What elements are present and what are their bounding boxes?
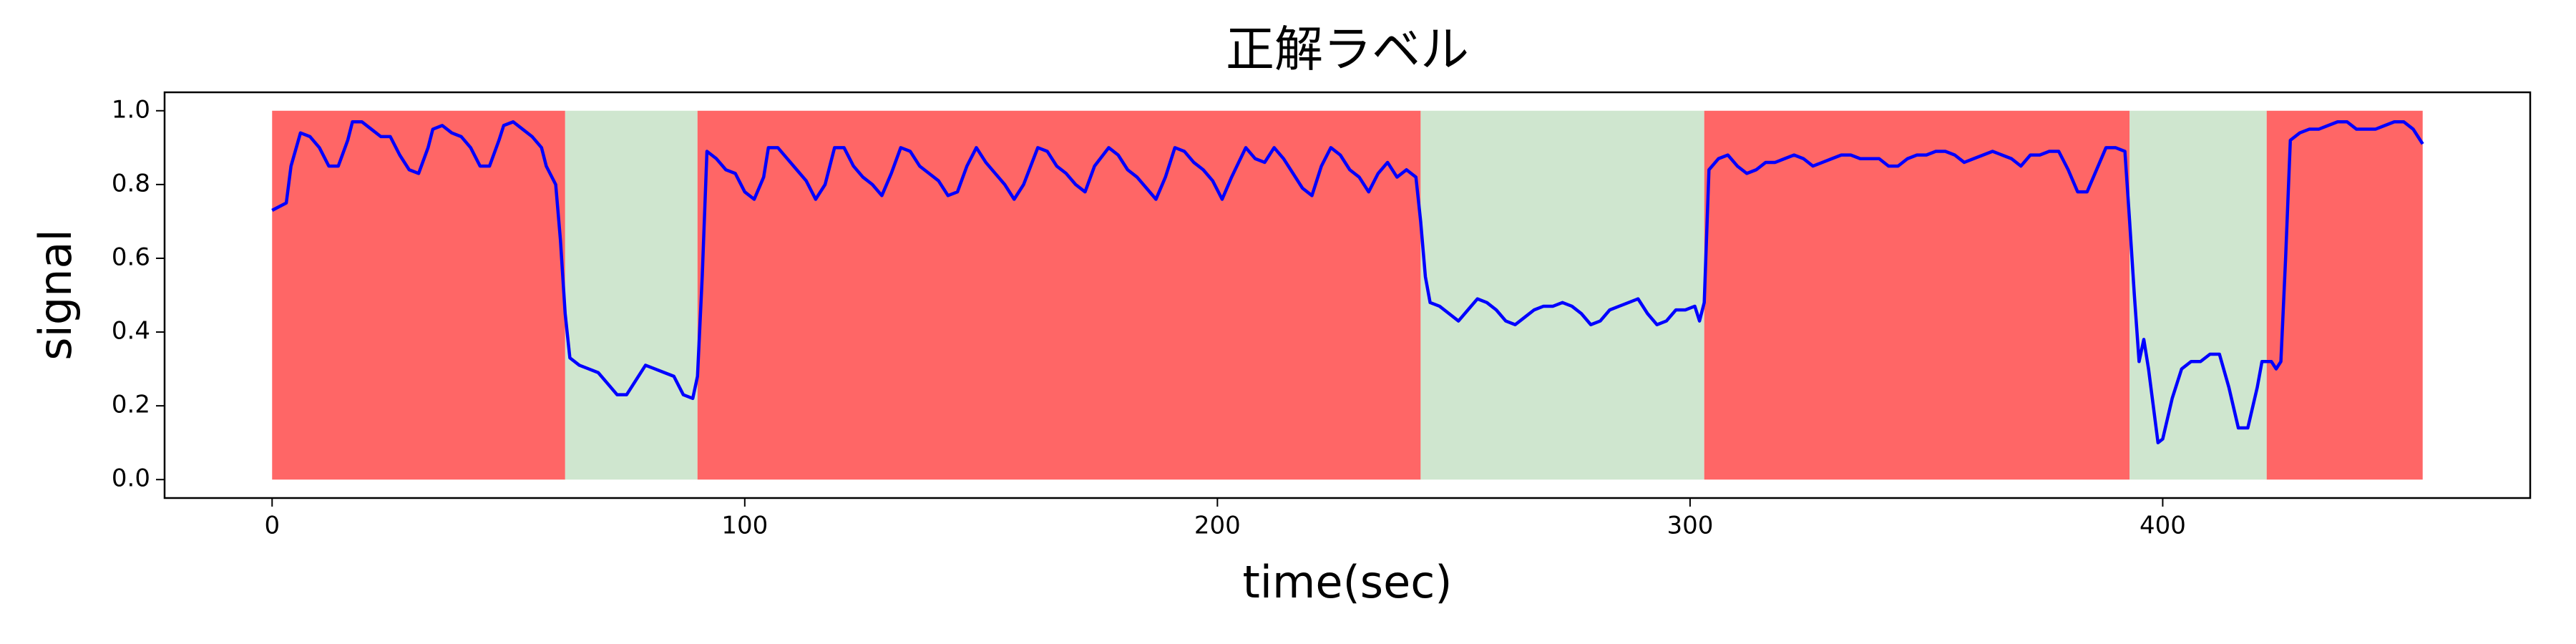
label-region [2266, 110, 2423, 480]
x-tick-label: 100 [721, 512, 768, 540]
x-tick-label: 400 [2140, 512, 2186, 540]
x-tick-label: 0 [264, 512, 280, 540]
x-tick-label: 300 [1667, 512, 1713, 540]
label-region [565, 110, 698, 480]
y-tick-label: 1.0 [112, 95, 150, 124]
label-region [272, 110, 565, 480]
label-region [697, 110, 1421, 480]
plot-frame [163, 91, 2532, 499]
signal-line [271, 119, 2424, 444]
label-region [1420, 110, 1704, 480]
y-tick-label: 0.4 [112, 317, 150, 346]
y-tick-label: 0.0 [112, 464, 150, 493]
chart-title: 正解ラベル [1226, 22, 1469, 79]
x-axis-label: time(sec) [1243, 556, 1453, 608]
label-region [1704, 110, 2130, 480]
y-tick-label: 0.6 [112, 243, 150, 271]
x-tick-label: 200 [1194, 512, 1241, 540]
label-region [2129, 110, 2267, 480]
y-axis-label: signal [29, 229, 82, 360]
y-tick-label: 0.8 [112, 169, 150, 197]
y-tick-label: 0.2 [112, 391, 150, 419]
